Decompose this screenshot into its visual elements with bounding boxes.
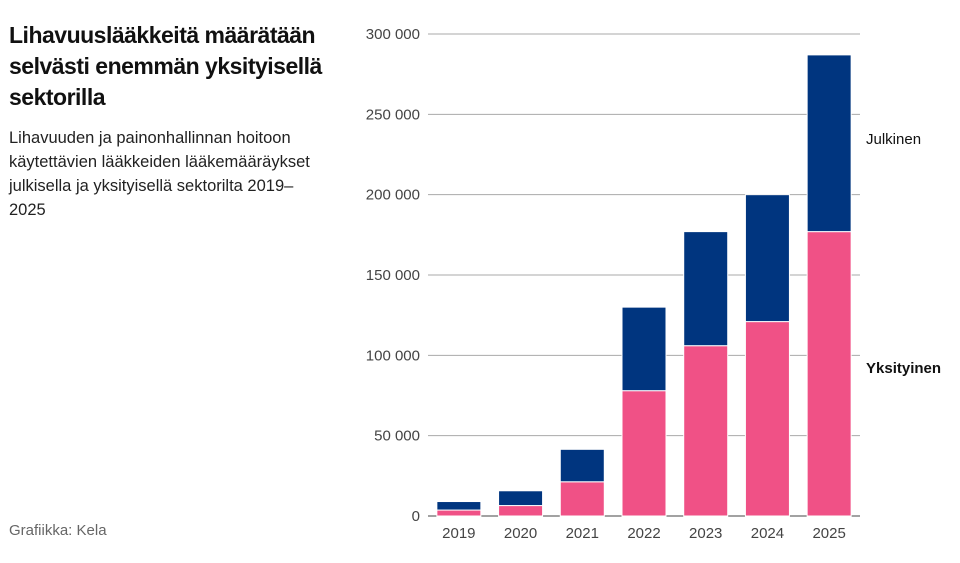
bar-julkinen-2023 <box>683 231 729 347</box>
legend-label-julkinen: Julkinen <box>866 131 921 148</box>
y-tick-label: 250 000 <box>366 106 420 123</box>
bar-julkinen-2025 <box>806 54 852 233</box>
y-tick-label: 150 000 <box>366 267 420 284</box>
bar-yksityinen-2024 <box>744 321 790 517</box>
x-tick-label: 2025 <box>812 525 845 542</box>
x-tick-label: 2021 <box>566 525 599 542</box>
bar-julkinen-2019 <box>436 501 482 511</box>
x-tick-label: 2020 <box>504 525 537 542</box>
bar-yksityinen-2019 <box>436 509 482 517</box>
y-tick-label: 100 000 <box>366 347 420 364</box>
y-tick-label: 300 000 <box>366 26 420 43</box>
bar-julkinen-2022 <box>621 306 667 392</box>
bar-yksityinen-2020 <box>498 505 544 517</box>
bar-yksityinen-2021 <box>559 481 605 517</box>
source-credit: Grafiikka: Kela <box>9 522 107 539</box>
y-tick-label: 200 000 <box>366 187 420 204</box>
chart-subtitle: Lihavuuden ja painonhallinnan hoitoon kä… <box>9 129 310 219</box>
chart-title: Lihavuuslääkkeitä määrätään selvästi ene… <box>9 22 322 110</box>
bar-yksityinen-2022 <box>621 390 667 517</box>
x-tick-label: 2023 <box>689 525 722 542</box>
x-tick-label: 2024 <box>751 525 784 542</box>
legend-label-yksityinen: Yksityinen <box>866 360 941 377</box>
bar-julkinen-2021 <box>559 448 605 483</box>
bar-yksityinen-2025 <box>806 231 852 517</box>
y-tick-label: 0 <box>412 508 420 525</box>
y-tick-label: 50 000 <box>374 428 420 445</box>
x-tick-label: 2019 <box>442 525 475 542</box>
bar-yksityinen-2023 <box>683 345 729 517</box>
bar-julkinen-2024 <box>744 194 790 323</box>
x-tick-label: 2022 <box>627 525 660 542</box>
bar-julkinen-2020 <box>498 490 544 507</box>
